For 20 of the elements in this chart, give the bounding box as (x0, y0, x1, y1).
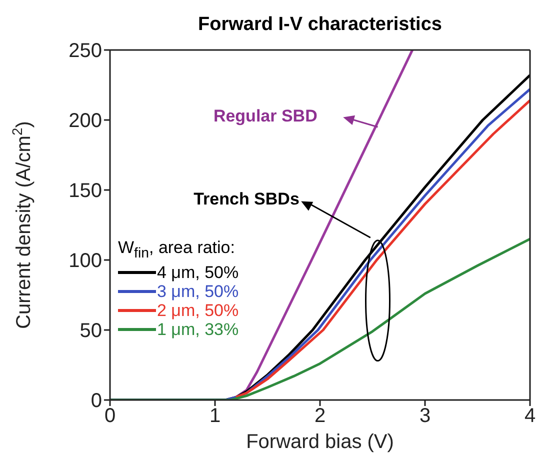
legend-label: 3 μm, 50% (157, 282, 239, 302)
y-tick-label: 150 (68, 180, 102, 202)
legend-label: 2 μm, 50% (157, 301, 239, 320)
x-tick-label: 4 (524, 405, 536, 428)
x-tick-label: 0 (104, 405, 116, 428)
y-tick-label: 0 (90, 390, 102, 412)
annotation: Regular SBD (213, 106, 318, 126)
y-tick-label: 50 (80, 320, 102, 342)
annotation: Trench SBDs (194, 189, 300, 208)
chart-title: Forward I-V characteristics (197, 14, 443, 36)
y-tick-label: 250 (68, 40, 102, 62)
x-tick-label: 1 (209, 405, 221, 428)
y-tick-label: 100 (68, 250, 102, 272)
legend-label: 4 μm, 50% (157, 263, 239, 282)
legend-label: 1 μm, 33% (157, 320, 239, 340)
x-axis-title: Forward bias (V) (246, 431, 394, 453)
y-tick-label: 200 (68, 110, 102, 132)
x-tick-label: 2 (314, 405, 326, 428)
legend-title: W$_{fin}$, area ratio: (118, 238, 236, 264)
x-tick-label: 3 (419, 405, 431, 428)
